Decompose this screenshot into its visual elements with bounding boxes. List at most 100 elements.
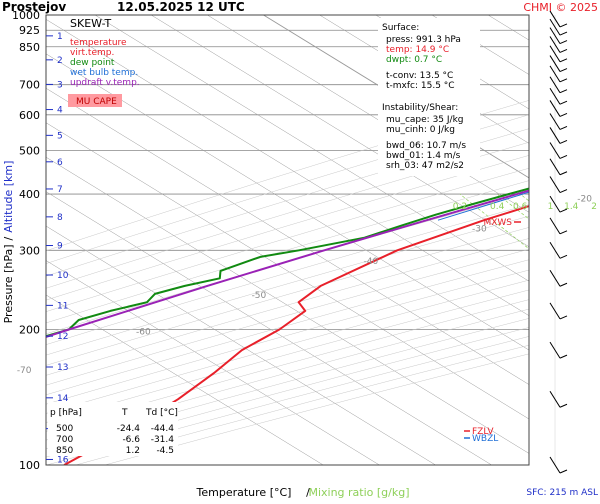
mixing-ratio-line <box>550 194 600 465</box>
wind-barb-feather <box>560 90 567 93</box>
shear-bwd06: bwd_06: 10.7 m/s <box>386 141 466 151</box>
wind-barb-feather <box>560 470 567 473</box>
y-axis-title-pressure: Pressure [hPa] <box>2 244 15 323</box>
wind-barb <box>550 159 567 175</box>
wind-barb-feather <box>560 231 567 234</box>
surface-dwpt: dwpt: 0.7 °C <box>386 55 442 65</box>
legend-temperature: temperature <box>70 38 127 48</box>
legend-wet-bulb: wet bulb temp. <box>70 68 138 78</box>
surface-press: press: 991.3 hPa <box>386 35 461 45</box>
isotherm-label: -20 <box>577 195 592 205</box>
wind-barb-feather <box>560 316 567 319</box>
level-table-header-p: p [hPa] <box>50 408 82 418</box>
mixing-ratio-label: 2 <box>591 202 597 212</box>
legend-dew-point: dew point <box>70 58 115 68</box>
altitude-tick-label: 13 <box>57 363 68 373</box>
pressure-tick-label: 700 <box>19 79 40 92</box>
instability-title: Instability/Shear: <box>382 103 458 113</box>
surface-temp: temp: 14.9 °C <box>386 45 449 55</box>
pressure-tick-label: 850 <box>19 41 40 54</box>
isotherm-line <box>544 15 600 465</box>
level-table-cell: -44.4 <box>151 424 175 434</box>
mixing-ratio-label: 1 <box>548 202 554 212</box>
mixing-ratio-line <box>520 194 600 465</box>
wind-barb <box>550 218 567 234</box>
wind-barb <box>550 177 567 193</box>
y-axis-title-sep: / <box>2 236 15 240</box>
wind-barb-feather <box>560 155 567 158</box>
instability-mucinh: mu_cinh: 0 J/kg <box>386 125 455 135</box>
wind-barb-feather <box>560 41 567 44</box>
wind-barb-feather <box>560 24 567 27</box>
surface-title: Surface: <box>382 23 419 33</box>
level-table-cell: 500 <box>56 424 73 434</box>
wind-barb <box>550 242 567 258</box>
wind-barb <box>550 113 567 129</box>
legend-updraft: updraft v.temp. <box>70 78 140 88</box>
isotherm-line <box>151 15 600 465</box>
dry-adiabat <box>76 15 600 465</box>
wind-barbs <box>550 11 567 473</box>
altitude-tick-label: 5 <box>57 131 63 141</box>
isotherm-label: -70 <box>17 366 32 376</box>
mixing-ratio-label: 0.4 <box>490 202 505 212</box>
mixing-ratio-label: 0.2 <box>453 202 467 212</box>
wind-barb <box>550 270 567 286</box>
isotherm-label: -60 <box>136 327 151 337</box>
pressure-tick-label: 300 <box>19 244 40 257</box>
level-table-cell: -6.6 <box>122 435 140 445</box>
wind-barb <box>550 457 567 473</box>
shear-srh03: srh_03: 47 m2/s2 <box>386 161 464 171</box>
altitude-tick-label: 3 <box>57 80 63 90</box>
date-time: 12.05.2025 12 UTC <box>117 0 245 14</box>
wind-barb-feather <box>560 32 567 35</box>
wind-barb-feather <box>560 172 567 175</box>
x-axis-title-mixing-ratio: Mixing ratio [g/kg] <box>308 486 409 499</box>
y-axis-title-altitude: Altitude [km] <box>2 161 15 233</box>
altitude-tick-label: 2 <box>57 56 63 66</box>
level-table-cell: -4.5 <box>156 446 174 456</box>
legend-virt-temp: virt.temp. <box>70 48 114 58</box>
altitude-tick-label: 6 <box>57 158 63 168</box>
wind-barb-feather <box>560 69 567 72</box>
altitude-tick-label: 9 <box>57 242 63 252</box>
altitude-tick-label: 12 <box>57 332 68 342</box>
instability-mucape: mu_cape: 35 J/kg <box>386 115 464 125</box>
wind-barb <box>550 142 567 158</box>
altitude-tick-label: 11 <box>57 301 68 311</box>
altitude-tick-label: 16 <box>57 455 69 465</box>
wind-barb <box>550 391 567 407</box>
x-axis-title-temperature: Temperature [°C] <box>196 486 292 499</box>
wind-barb <box>550 127 567 143</box>
mixing-ratio-line <box>594 194 600 465</box>
surface-tmxfc: t-mxfc: 15.5 °C <box>386 81 455 91</box>
mxws-label: MXWS <box>483 218 512 228</box>
mixing-ratio-line <box>571 194 600 465</box>
copyright: CHMI © 2025 <box>523 1 598 14</box>
pressure-tick-label: 400 <box>19 188 40 201</box>
wbzl-label: WBZL <box>472 434 498 444</box>
level-table: p [hPa] T Td [°C] 500 -24.4 -44.4 700 -6… <box>48 402 178 456</box>
altitude-tick-label: 1 <box>57 32 63 42</box>
wind-barb-feather <box>560 404 567 407</box>
wind-barb <box>550 342 567 358</box>
level-table-cell: 1.2 <box>126 446 140 456</box>
level-table-header-t: T <box>121 408 128 418</box>
surface-tconv: t-conv: 13.5 °C <box>386 71 453 81</box>
isotherm-label: -50 <box>252 291 267 301</box>
level-table-cell: 850 <box>56 446 73 456</box>
sfc-altitude: SFC: 215 m ASL <box>526 488 598 498</box>
wind-barb-feather <box>560 140 567 143</box>
shear-bwd01: bwd_01: 1.4 m/s <box>386 151 461 161</box>
wind-barb-feather <box>560 190 567 193</box>
mixing-ratio-label: 0.6 <box>513 202 528 212</box>
level-table-cell: -24.4 <box>117 424 141 434</box>
wind-barb-feather <box>560 113 567 116</box>
pressure-tick-label: 200 <box>19 324 40 337</box>
pressure-tick-label: 925 <box>19 24 40 37</box>
wind-barb-feather <box>560 126 567 129</box>
wind-barb-feather <box>560 79 567 82</box>
wind-barb-feather <box>560 255 567 258</box>
